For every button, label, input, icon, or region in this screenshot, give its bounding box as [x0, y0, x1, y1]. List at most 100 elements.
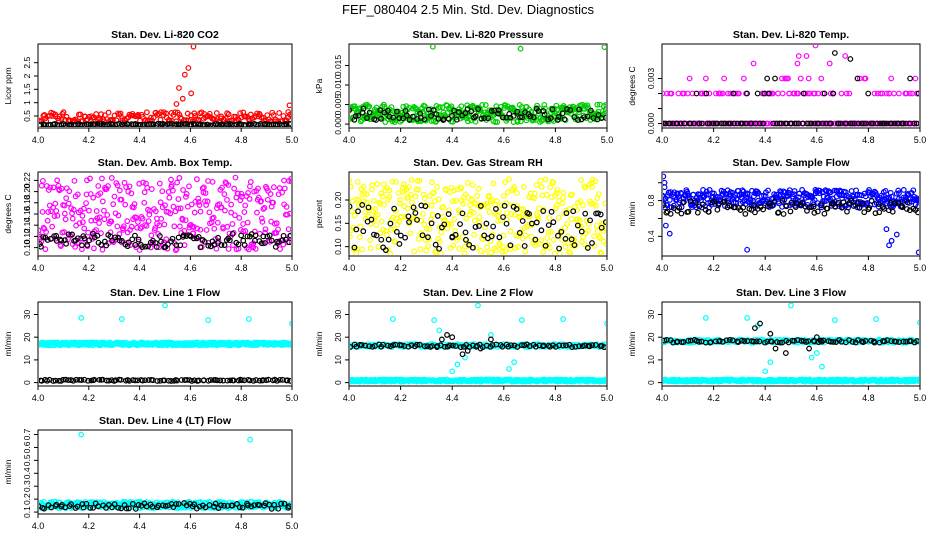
data-point [889, 208, 896, 215]
data-point [821, 210, 828, 217]
data-point [822, 187, 829, 194]
data-point [515, 244, 521, 250]
data-point [81, 376, 88, 383]
data-point [174, 179, 180, 186]
data-point [365, 204, 372, 211]
x-tick-label: 4.8 [235, 135, 248, 145]
data-point [90, 245, 97, 252]
data-point [674, 120, 681, 127]
data-point [444, 332, 450, 338]
data-point [400, 181, 407, 188]
plot-frame [37, 43, 293, 129]
data-point [396, 200, 403, 207]
x-tick-label: 4.0 [656, 135, 669, 145]
data-point [797, 75, 804, 82]
data-point [288, 340, 291, 347]
data-point [768, 338, 775, 345]
data-point [103, 242, 110, 249]
data-point [288, 342, 291, 349]
data-point [475, 303, 481, 309]
data-point [226, 237, 233, 244]
data-point [561, 116, 568, 123]
data-point [206, 110, 213, 117]
data-point [448, 221, 455, 227]
data-point [866, 204, 873, 211]
data-point [86, 207, 92, 214]
data-point [485, 115, 492, 122]
data-point [572, 343, 579, 350]
x-tick-label: 4.4 [759, 135, 772, 145]
y-tick-label: 1.5 [22, 83, 32, 95]
data-point [436, 327, 443, 334]
data-point [93, 208, 100, 214]
data-point [459, 210, 466, 217]
data-point [350, 107, 353, 113]
data-point [904, 199, 911, 206]
data-point [881, 120, 888, 127]
data-point [352, 113, 359, 120]
x-tick-label: 4.2 [707, 135, 720, 145]
data-point [507, 242, 514, 249]
data-point [519, 218, 526, 224]
data-point [453, 116, 460, 123]
data-point [501, 179, 508, 186]
data-point [285, 226, 291, 233]
data-point [502, 102, 509, 109]
x-tick-label: 4.2 [394, 393, 407, 403]
data-point [574, 222, 581, 229]
data-point [445, 211, 452, 217]
data-point [120, 226, 127, 233]
data-point [104, 212, 111, 218]
data-point [862, 338, 869, 344]
data-point [553, 102, 560, 109]
data-point [693, 204, 700, 211]
data-point [556, 250, 563, 255]
data-point [488, 332, 494, 338]
data-point [494, 119, 501, 125]
data-point [371, 231, 377, 238]
data-point [275, 226, 281, 233]
data-point [488, 233, 495, 240]
data-point [559, 110, 566, 117]
data-point [436, 224, 443, 231]
data-point [350, 233, 353, 240]
data-point [872, 210, 879, 217]
data-point [52, 200, 59, 207]
data-point [355, 112, 362, 119]
data-point [470, 209, 477, 216]
data-point [135, 219, 141, 225]
data-point [589, 176, 596, 183]
data-point [78, 377, 85, 383]
data-point [843, 90, 850, 97]
data-point [132, 377, 139, 384]
data-point [168, 176, 174, 183]
data-point [412, 210, 419, 216]
y-tick-label: 0.000 [646, 113, 656, 135]
data-point [812, 45, 819, 49]
data-point [175, 234, 182, 241]
data-point [355, 208, 361, 215]
data-point [277, 376, 283, 383]
data-point [794, 60, 801, 67]
data-point [182, 217, 189, 224]
data-point [118, 196, 125, 203]
data-point [246, 377, 253, 384]
data-point [582, 184, 589, 191]
data-point [877, 120, 884, 127]
data-point [397, 197, 403, 203]
data-point [803, 53, 810, 59]
data-point [754, 90, 761, 97]
y-tick-label: 0 [22, 380, 32, 385]
data-point [595, 191, 602, 198]
data-point [805, 338, 812, 345]
data-point [501, 202, 508, 209]
data-point [286, 102, 291, 109]
data-point [204, 198, 211, 205]
data-point [179, 95, 186, 102]
data-point [161, 221, 168, 228]
data-point [849, 338, 856, 345]
x-tick-label: 4.0 [343, 393, 356, 403]
x-tick-label: 4.8 [235, 521, 248, 531]
data-point [215, 234, 222, 241]
data-point [527, 113, 534, 120]
